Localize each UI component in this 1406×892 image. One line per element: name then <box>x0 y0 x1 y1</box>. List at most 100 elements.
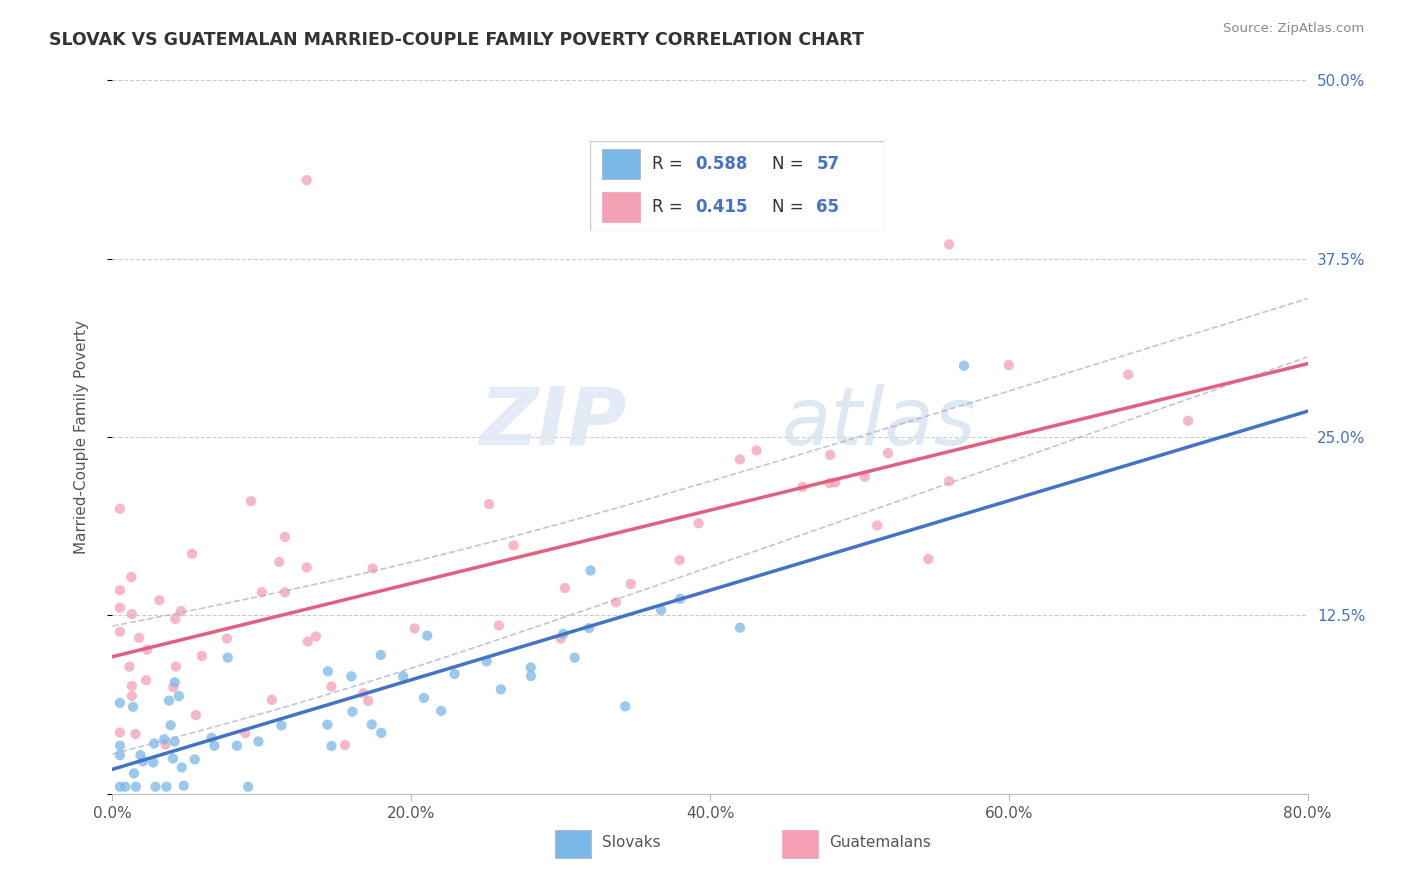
Point <box>728 621 751 635</box>
Point <box>316 717 339 731</box>
Point <box>295 560 318 574</box>
Text: 57: 57 <box>817 155 839 173</box>
Point <box>122 699 145 714</box>
Point <box>163 734 186 748</box>
Text: R =: R = <box>651 198 688 216</box>
Point <box>108 501 131 516</box>
Point <box>953 359 976 373</box>
Text: ZIP: ZIP <box>479 384 627 462</box>
Point <box>998 358 1021 372</box>
Point <box>274 530 297 544</box>
Point <box>361 561 384 575</box>
Point <box>478 497 501 511</box>
Point <box>184 752 207 766</box>
Point <box>605 595 627 609</box>
Point <box>818 476 841 491</box>
Point <box>416 629 439 643</box>
Point <box>240 494 263 508</box>
Point <box>404 622 426 636</box>
Point <box>225 739 247 753</box>
Point <box>155 738 177 752</box>
Point <box>866 518 889 533</box>
Point <box>217 650 239 665</box>
Point <box>114 780 136 794</box>
Point <box>352 686 374 700</box>
Point <box>488 618 510 632</box>
Point <box>124 727 146 741</box>
Point <box>1118 368 1140 382</box>
Point <box>877 446 900 460</box>
Point <box>489 682 512 697</box>
Point <box>321 680 343 694</box>
Point <box>260 693 283 707</box>
Point <box>173 779 195 793</box>
Point <box>142 756 165 770</box>
FancyBboxPatch shape <box>591 142 884 231</box>
Text: N =: N = <box>772 155 808 173</box>
Point <box>143 737 166 751</box>
Point <box>668 553 690 567</box>
Point <box>108 739 131 753</box>
Point <box>118 659 141 673</box>
Text: 65: 65 <box>817 198 839 216</box>
Point <box>108 780 131 794</box>
Point <box>108 624 131 639</box>
Point <box>270 718 292 732</box>
Point <box>269 555 291 569</box>
Point <box>669 591 692 606</box>
Bar <box>602 193 640 222</box>
Point <box>157 693 180 707</box>
Point <box>136 642 159 657</box>
Point <box>370 648 392 662</box>
Point <box>938 237 960 252</box>
Point <box>162 751 184 765</box>
Point <box>316 665 339 679</box>
Point <box>108 583 131 598</box>
Point <box>247 734 270 748</box>
Point <box>430 704 453 718</box>
Point <box>122 766 145 780</box>
Point <box>340 669 363 683</box>
Point <box>165 659 187 673</box>
Point <box>333 738 356 752</box>
Point <box>938 474 960 488</box>
Point <box>167 689 190 703</box>
Text: Slovaks: Slovaks <box>603 835 661 850</box>
Point <box>162 681 184 695</box>
Point <box>128 631 150 645</box>
Point <box>163 675 186 690</box>
Point <box>413 690 436 705</box>
Point <box>274 585 297 599</box>
Point <box>357 694 380 708</box>
Text: R =: R = <box>651 155 688 173</box>
Point <box>108 748 131 763</box>
Point <box>564 650 586 665</box>
Text: Source: ZipAtlas.com: Source: ZipAtlas.com <box>1223 22 1364 36</box>
Point <box>120 570 142 584</box>
Point <box>170 760 193 774</box>
Point <box>202 739 225 753</box>
Point <box>728 452 751 467</box>
Point <box>688 516 710 531</box>
Text: 0.415: 0.415 <box>696 198 748 216</box>
Point <box>184 708 207 723</box>
Point <box>520 669 543 683</box>
Y-axis label: Married-Couple Family Poverty: Married-Couple Family Poverty <box>75 320 89 554</box>
Point <box>620 577 643 591</box>
Point <box>121 607 143 621</box>
Point <box>650 603 672 617</box>
Point <box>165 612 187 626</box>
Point <box>108 725 131 739</box>
Point <box>392 669 415 683</box>
Point <box>135 673 157 688</box>
Point <box>233 726 256 740</box>
Point <box>360 717 382 731</box>
Point <box>321 739 343 753</box>
Point <box>191 648 214 663</box>
Point <box>792 480 814 494</box>
Point <box>145 780 167 794</box>
Bar <box>602 150 640 179</box>
Point <box>121 679 143 693</box>
Point <box>170 604 193 618</box>
Point <box>305 630 328 644</box>
